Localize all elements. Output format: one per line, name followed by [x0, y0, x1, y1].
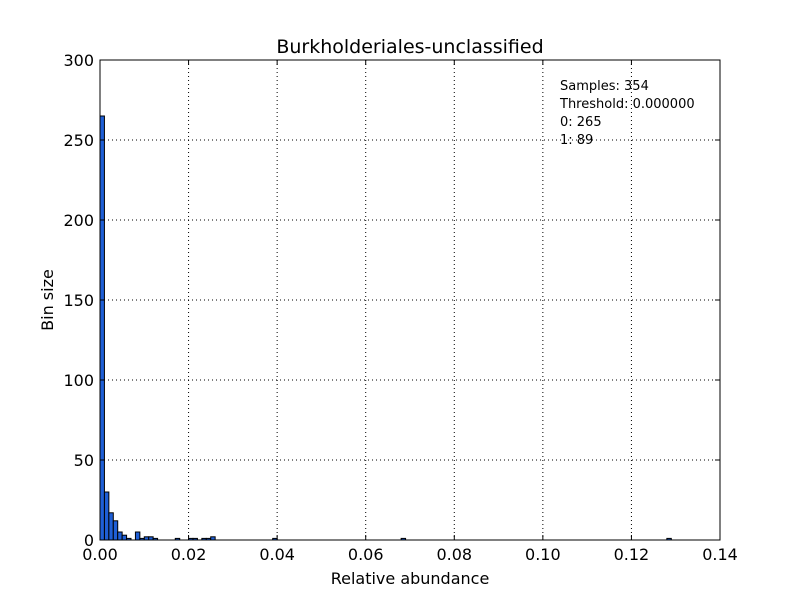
histogram-bar [108, 512, 114, 541]
x-tick-label: 0.10 [525, 545, 561, 564]
x-tick-label: 0.04 [259, 545, 295, 564]
y-tick-label: 100 [63, 371, 94, 390]
x-tick-label: 0.06 [348, 545, 384, 564]
y-axis-label: Bin size [38, 269, 57, 331]
x-tick-label: 0.12 [614, 545, 650, 564]
y-tick-label: 200 [63, 211, 94, 230]
stats-annotation-line: Samples: 354 [560, 79, 649, 94]
histogram-bar [117, 531, 123, 541]
x-axis-label: Relative abundance [331, 569, 490, 588]
x-tick-label: 0.00 [82, 545, 118, 564]
x-tick-label: 0.14 [702, 545, 738, 564]
x-tick-label: 0.02 [171, 545, 207, 564]
stats-annotation-line: 1: 89 [560, 133, 593, 148]
y-tick-label: 300 [63, 51, 94, 70]
stats-annotation: Samples: 354 Threshold: 0.000000 0: 265 1: … [559, 79, 695, 148]
y-tick-label: 0 [84, 531, 94, 550]
x-tick-label: 0.08 [436, 545, 472, 564]
histogram-bars [99, 115, 672, 541]
histogram-bar [112, 520, 119, 541]
grid-lines [100, 60, 720, 540]
histogram-bar [121, 534, 128, 541]
chart-title: Burkholderiales-unclassified [276, 36, 543, 58]
histogram-bar [134, 531, 141, 541]
y-tick-label: 250 [63, 131, 94, 150]
y-tick-label: 150 [63, 291, 94, 310]
histogram-bar [103, 491, 110, 541]
stats-annotation-line: Threshold: 0.000000 [559, 97, 695, 112]
y-tick-label: 50 [74, 451, 94, 470]
histogram-bar [99, 115, 105, 541]
stats-annotation-line: 0: 265 [560, 115, 602, 130]
axis-ticks: 0.00 0.02 0.04 0.06 0.08 0.10 0.12 0.14 0 50 100 15… [63, 51, 737, 564]
